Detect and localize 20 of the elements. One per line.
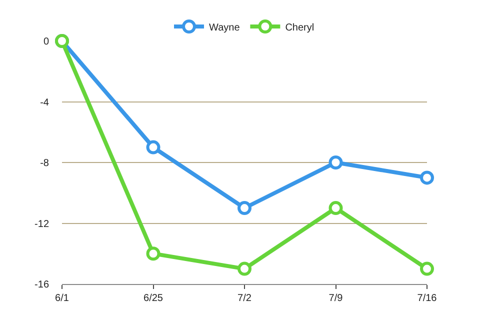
point — [238, 201, 252, 216]
y-tick-label: 0 — [43, 36, 50, 48]
x-tick-label: 6/1 — [55, 293, 70, 304]
point — [420, 262, 434, 276]
point — [146, 246, 160, 261]
y-tick-label: -4 — [40, 97, 50, 108]
point — [328, 201, 343, 216]
legend-label: Cheryl — [285, 22, 314, 34]
legend-label: Wayne — [209, 22, 240, 34]
x-tick-label: 6/25 — [144, 293, 164, 304]
x-tick-label: 7/2 — [238, 293, 252, 304]
y-tick-label: -8 — [40, 158, 50, 169]
point — [238, 262, 252, 276]
point — [328, 156, 343, 170]
point — [420, 170, 434, 185]
x-tick-label: 7/9 — [328, 293, 344, 304]
point — [146, 140, 160, 154]
y-tick-label: -12 — [34, 218, 50, 230]
x-tick-label: 7/16 — [417, 293, 438, 304]
y-tick-label: -16 — [34, 280, 50, 290]
